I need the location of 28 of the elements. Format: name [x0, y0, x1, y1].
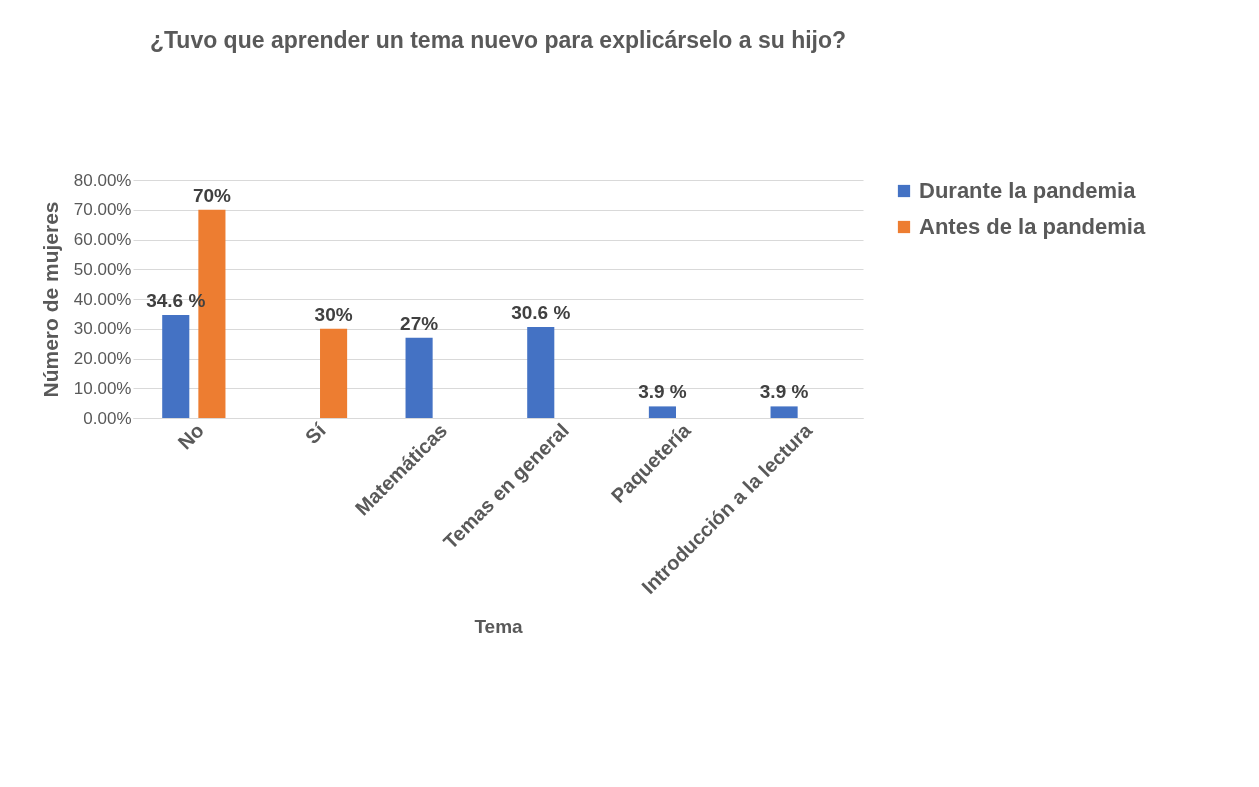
data-label: 27% [400, 312, 439, 334]
bar [162, 315, 190, 418]
bar [405, 337, 433, 418]
y-tick-label: 30.00% [73, 319, 132, 339]
y-axis-title: Número de mujeres [38, 201, 62, 398]
bar [770, 406, 798, 418]
y-tick-label: 10.00% [73, 378, 132, 398]
data-label: 70% [192, 184, 232, 206]
bar [527, 326, 555, 418]
data-label: 30.6 % [511, 301, 571, 323]
x-tick-label: No [173, 419, 208, 454]
bar [648, 406, 676, 418]
y-tick-label: 40.00% [73, 289, 132, 309]
x-tick-label: Sí [300, 418, 331, 449]
legend-label: Antes de la pandemia [919, 214, 1146, 239]
bar [320, 328, 348, 418]
data-label: 3.9 % [638, 381, 687, 403]
x-axis-title: Tema [474, 616, 524, 638]
data-label: 30% [314, 303, 353, 325]
y-tick-label: 80.00% [73, 170, 132, 190]
y-tick-label: 50.00% [73, 259, 132, 279]
y-tick-label: 70.00% [73, 200, 132, 220]
data-label: 3.9 % [759, 381, 809, 403]
y-tick-label: 60.00% [73, 230, 132, 249]
y-tick-label: 20.00% [73, 349, 132, 368]
legend-label: Durante la pandemia [919, 178, 1137, 203]
chart-title: ¿Tuvo que aprender un tema nuevo para explicárselo a su hijo? [149, 27, 847, 53]
y-tick-label: 0.00% [83, 408, 132, 428]
